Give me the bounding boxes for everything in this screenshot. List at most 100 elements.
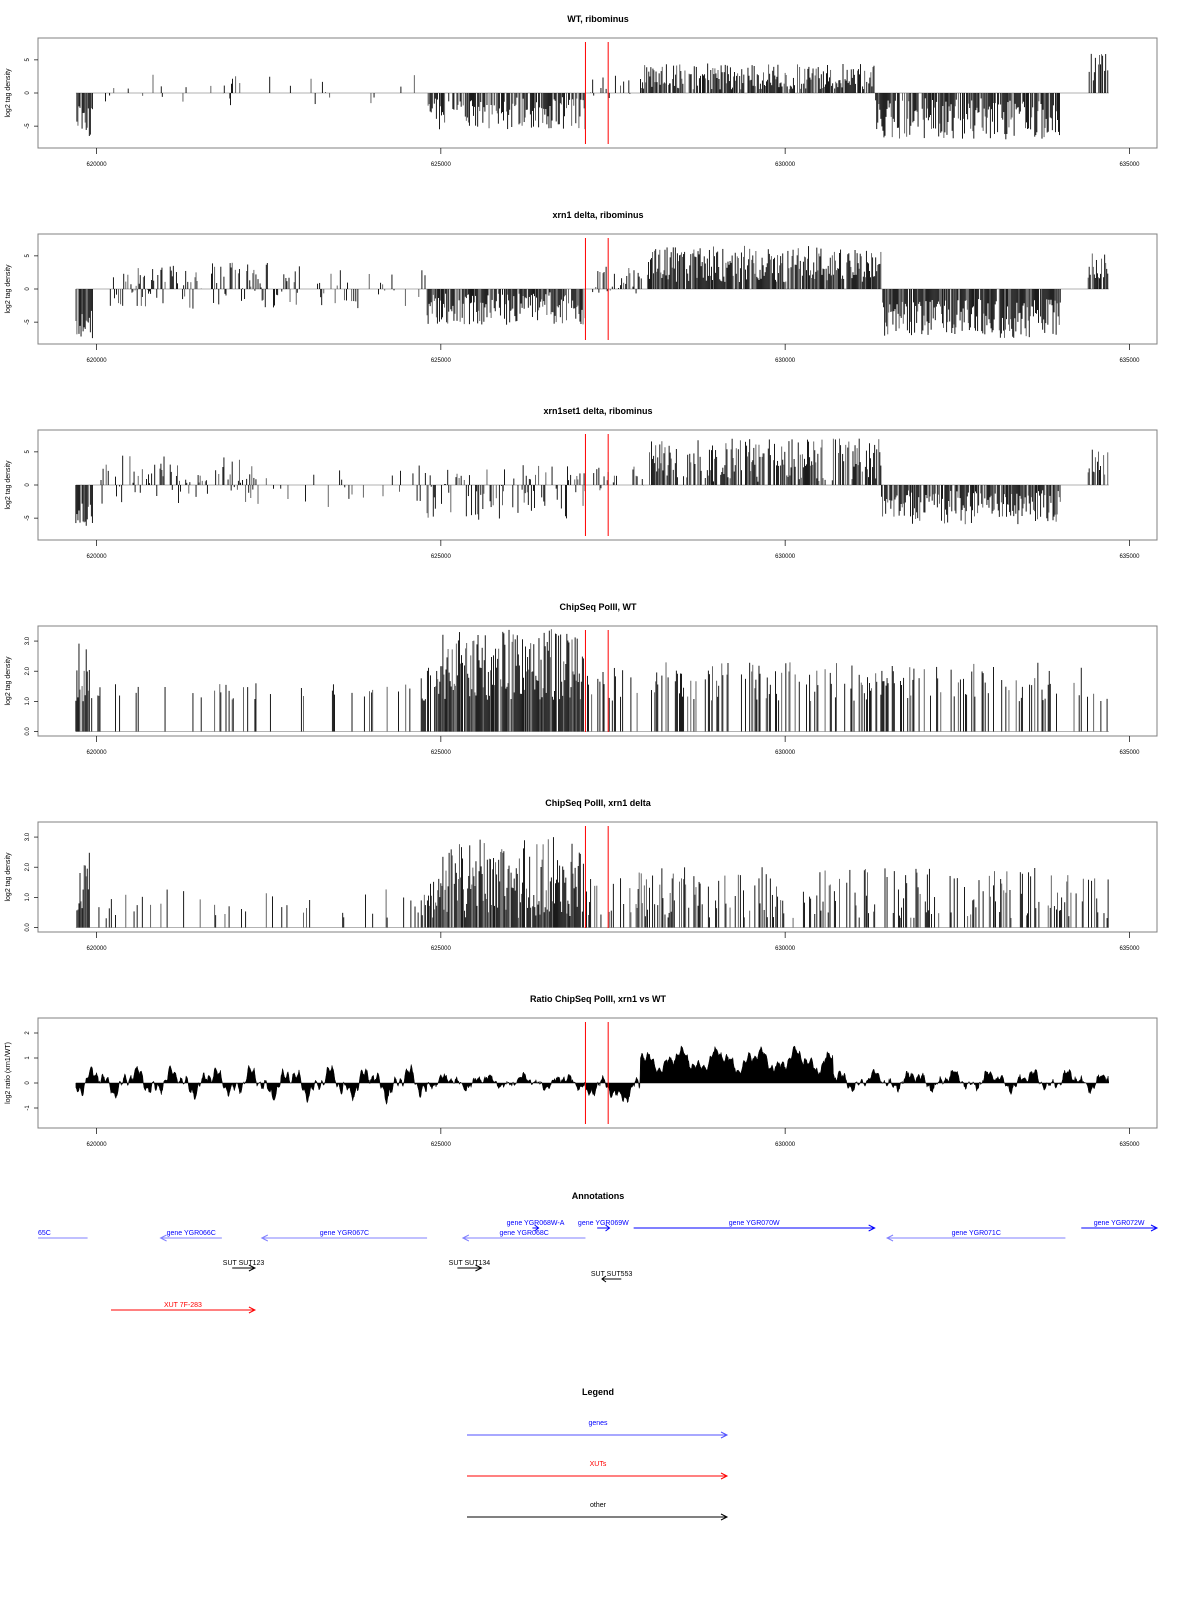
feature-other[interactable]: SUT SUT123	[223, 1260, 265, 1272]
arrowhead-right-icon	[720, 1431, 729, 1439]
arrowhead-right-icon	[720, 1472, 729, 1480]
y-axis-label: log2 tag density	[5, 656, 12, 706]
arrowhead-left-icon	[461, 1234, 470, 1242]
panel-2: xrn1set1 delta, ribominus log2 tag densit…	[5, 406, 1158, 560]
y-tick-label: -5	[25, 319, 31, 325]
y-tick-label: 5	[25, 254, 31, 258]
y-tick-label: 0	[25, 483, 31, 487]
x-tick-label: 630000	[775, 750, 796, 756]
arrowhead-right-icon	[248, 1264, 257, 1272]
y-tick-label: 2	[25, 1031, 31, 1035]
y-tick-label: 0	[25, 287, 31, 291]
panel-0: WT, ribominus log2 tag density -5 0 5 620000 6…	[5, 14, 1158, 168]
y-tick-label: 2.0	[25, 666, 31, 675]
x-tick-label: 620000	[87, 162, 108, 168]
feature-gene[interactable]: gene YGR068W-A	[507, 1220, 565, 1232]
y-tick-label: 1.0	[25, 697, 31, 706]
legend: Legend genes XUTs other	[467, 1387, 729, 1521]
feature-other[interactable]: SUT SUT553	[591, 1271, 633, 1283]
panel-3: ChipSeq PolII, WT log2 tag density 0.0 1.0 2…	[5, 602, 1158, 756]
panel-title: xrn1set1 delta, ribominus	[543, 406, 652, 416]
x-tick-label: 620000	[87, 554, 108, 560]
x-tick-label: 625000	[431, 946, 452, 952]
arrowhead-right-icon	[475, 1264, 483, 1272]
y-axis-label: log2 tag density	[5, 264, 12, 314]
feature-gene[interactable]: 65C	[38, 1230, 88, 1239]
feature-label: gene YGR068C	[500, 1230, 549, 1237]
panel-title: xrn1 delta, ribominus	[552, 210, 643, 220]
panel-title: ChipSeq PolII, xrn1 delta	[545, 798, 652, 808]
panel-1: xrn1 delta, ribominus log2 tag density -5 0…	[5, 210, 1158, 364]
x-tick-label: 625000	[431, 750, 452, 756]
y-axis-label: log2 tag density	[5, 852, 12, 902]
y-tick-label: -5	[25, 123, 31, 129]
legend-label: genes	[588, 1420, 608, 1427]
feature-label: gene YGR071C	[952, 1230, 1001, 1237]
x-tick-label: 635000	[1119, 162, 1140, 168]
arrowhead-right-icon	[1150, 1224, 1159, 1232]
y-tick-label: 2.0	[25, 862, 31, 871]
x-tick-label: 630000	[775, 554, 796, 560]
feature-gene[interactable]: gene YGR067C	[260, 1230, 428, 1242]
feature-label: SUT SUT553	[591, 1271, 633, 1278]
plot-frame	[37, 625, 1158, 737]
feature-label: gene YGR072W	[1094, 1220, 1145, 1227]
y-tick-label: 0.0	[25, 727, 31, 736]
x-tick-label: 630000	[775, 358, 796, 364]
ratio-area	[75, 1045, 1110, 1106]
y-axis-label: log2 tag density	[5, 68, 12, 118]
feature-label: gene YGR068W-A	[507, 1220, 565, 1227]
y-tick-label: 1.0	[25, 893, 31, 902]
y-tick-label: 5	[25, 450, 31, 454]
plot-frame	[37, 1017, 1158, 1129]
panel-5: Ratio ChipSeq PolII, xrn1 vs WT log2 rati…	[5, 994, 1158, 1148]
feature-gene[interactable]: gene YGR071C	[885, 1230, 1066, 1242]
feature-xut[interactable]: XUT 7F-283	[110, 1302, 257, 1314]
x-tick-label: 635000	[1119, 358, 1140, 364]
arrowhead-left-icon	[260, 1234, 269, 1242]
arrowhead-left-icon	[601, 1275, 607, 1283]
legend-item: genes	[467, 1420, 729, 1439]
legend-title: Legend	[582, 1387, 614, 1397]
x-tick-label: 620000	[87, 1142, 108, 1148]
feature-gene[interactable]: gene YGR066C	[159, 1230, 222, 1242]
x-tick-label: 630000	[775, 1142, 796, 1148]
feature-gene[interactable]: gene YGR069W	[578, 1220, 629, 1232]
x-tick-label: 630000	[775, 946, 796, 952]
y-tick-label: 1	[25, 1056, 31, 1060]
arrowhead-left-icon	[885, 1234, 894, 1242]
feature-gene[interactable]: gene YGR068C	[461, 1230, 586, 1242]
feature-gene[interactable]: gene YGR072W	[1081, 1220, 1159, 1232]
legend-label: XUTs	[590, 1461, 607, 1468]
y-tick-label: 3.0	[25, 636, 31, 645]
plot-frame	[37, 821, 1158, 933]
feature-label: SUT SUT123	[223, 1260, 265, 1267]
y-tick-label: 5	[25, 58, 31, 62]
x-tick-label: 620000	[87, 358, 108, 364]
x-tick-label: 635000	[1119, 750, 1140, 756]
legend-item: other	[467, 1502, 729, 1521]
feature-label: gene YGR069W	[578, 1220, 629, 1227]
feature-other[interactable]: SUT SUT134	[449, 1260, 491, 1272]
y-tick-label: 0	[25, 91, 31, 95]
arrowhead-right-icon	[248, 1306, 257, 1314]
y-axis-label: log2 tag density	[5, 460, 12, 510]
x-tick-label: 625000	[431, 554, 452, 560]
y-tick-label: 3.0	[25, 832, 31, 841]
feature-gene[interactable]: gene YGR070W	[633, 1220, 876, 1232]
x-tick-label: 635000	[1119, 1142, 1140, 1148]
y-tick-label: 0.0	[25, 923, 31, 932]
arrowhead-right-icon	[605, 1224, 611, 1232]
x-tick-label: 625000	[431, 358, 452, 364]
x-tick-label: 625000	[431, 162, 452, 168]
legend-item: XUTs	[467, 1461, 729, 1480]
feature-label: 65C	[38, 1230, 51, 1237]
feature-label: gene YGR067C	[320, 1230, 369, 1237]
arrowhead-left-icon	[159, 1234, 167, 1242]
panel-title: Ratio ChipSeq PolII, xrn1 vs WT	[530, 994, 667, 1004]
panel-4: ChipSeq PolII, xrn1 delta log2 tag densit…	[5, 798, 1158, 952]
annotations-title: Annotations	[572, 1191, 625, 1201]
arrowhead-right-icon	[868, 1224, 876, 1232]
y-axis-label: log2 ratio (xrn1/WT)	[5, 1042, 12, 1104]
